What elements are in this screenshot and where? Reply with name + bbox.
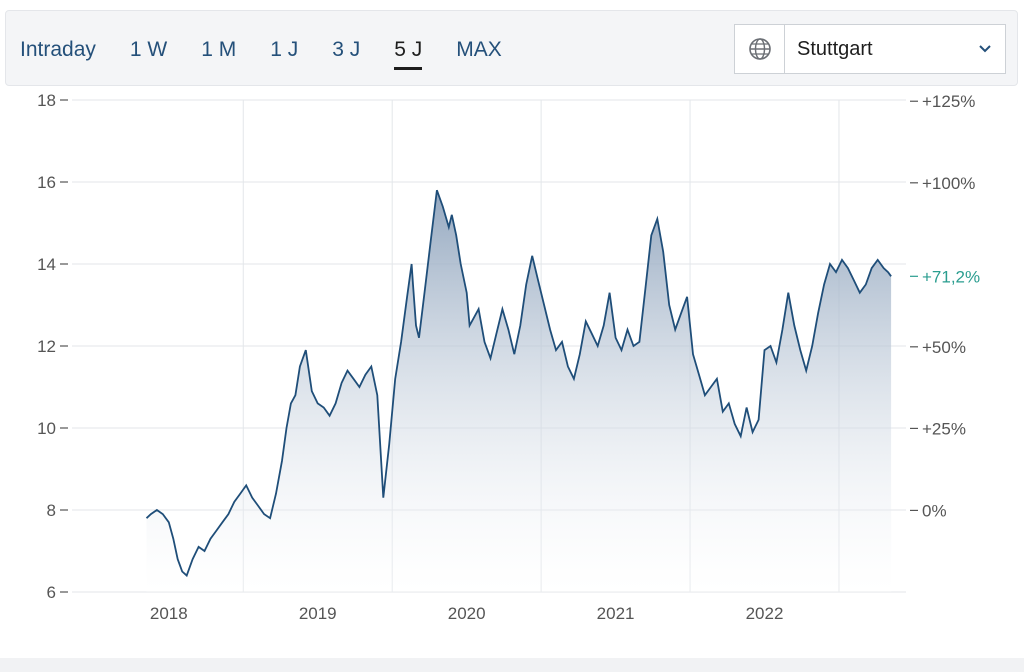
exchange-select[interactable]: Stuttgart [734, 24, 1006, 74]
x-tick-label: 2020 [448, 604, 486, 623]
tab-1j[interactable]: 1 J [270, 38, 299, 61]
y2-tick-label: +100% [922, 174, 975, 193]
tab-1w[interactable]: 1 W [129, 38, 168, 61]
y-tick-label: 16 [37, 173, 56, 192]
current-change-label: +71,2% [922, 267, 980, 286]
y2-tick-label: +50% [922, 338, 966, 357]
time-range-toolbar: Intraday 1 W 1 M 1 J 3 J 5 J MAX Stuttga… [5, 10, 1018, 86]
x-tick-label: 2021 [597, 604, 635, 623]
globe-icon [735, 25, 785, 73]
tab-max[interactable]: MAX [456, 38, 502, 61]
time-range-tabs: Intraday 1 W 1 M 1 J 3 J 5 J MAX [20, 37, 536, 70]
exchange-label: Stuttgart [797, 37, 873, 60]
y2-tick-label: +125% [922, 92, 975, 111]
y-tick-label: 12 [37, 337, 56, 356]
price-line [145, 189, 892, 578]
chevron-down-icon[interactable] [965, 44, 1005, 54]
y-tick-label: 14 [37, 255, 56, 274]
tab-intraday[interactable]: Intraday [20, 38, 96, 61]
y-tick-label: 8 [47, 501, 56, 520]
x-tick-label: 2022 [746, 604, 784, 623]
x-tick-label: 2019 [299, 604, 337, 623]
y-axis-right-percent: 0% +25% +50% +100% +125% +71,2% [910, 92, 980, 520]
x-tick-label: 2018 [150, 604, 188, 623]
tab-1m[interactable]: 1 M [201, 38, 237, 61]
y-tick-label: 6 [47, 583, 56, 602]
y-tick-label: 10 [37, 419, 56, 438]
x-axis: 2018 2019 2020 2021 2022 [150, 604, 784, 623]
y-tick-label: 18 [37, 91, 56, 110]
y-axis-left: 6 8 10 12 14 16 18 [37, 91, 68, 602]
tab-5j[interactable]: 5 J [394, 37, 423, 70]
bottom-strip [0, 658, 1024, 672]
tab-3j[interactable]: 3 J [332, 38, 361, 61]
price-area [146, 190, 892, 592]
y2-tick-label: +25% [922, 419, 966, 438]
y2-tick-label: 0% [922, 501, 947, 520]
